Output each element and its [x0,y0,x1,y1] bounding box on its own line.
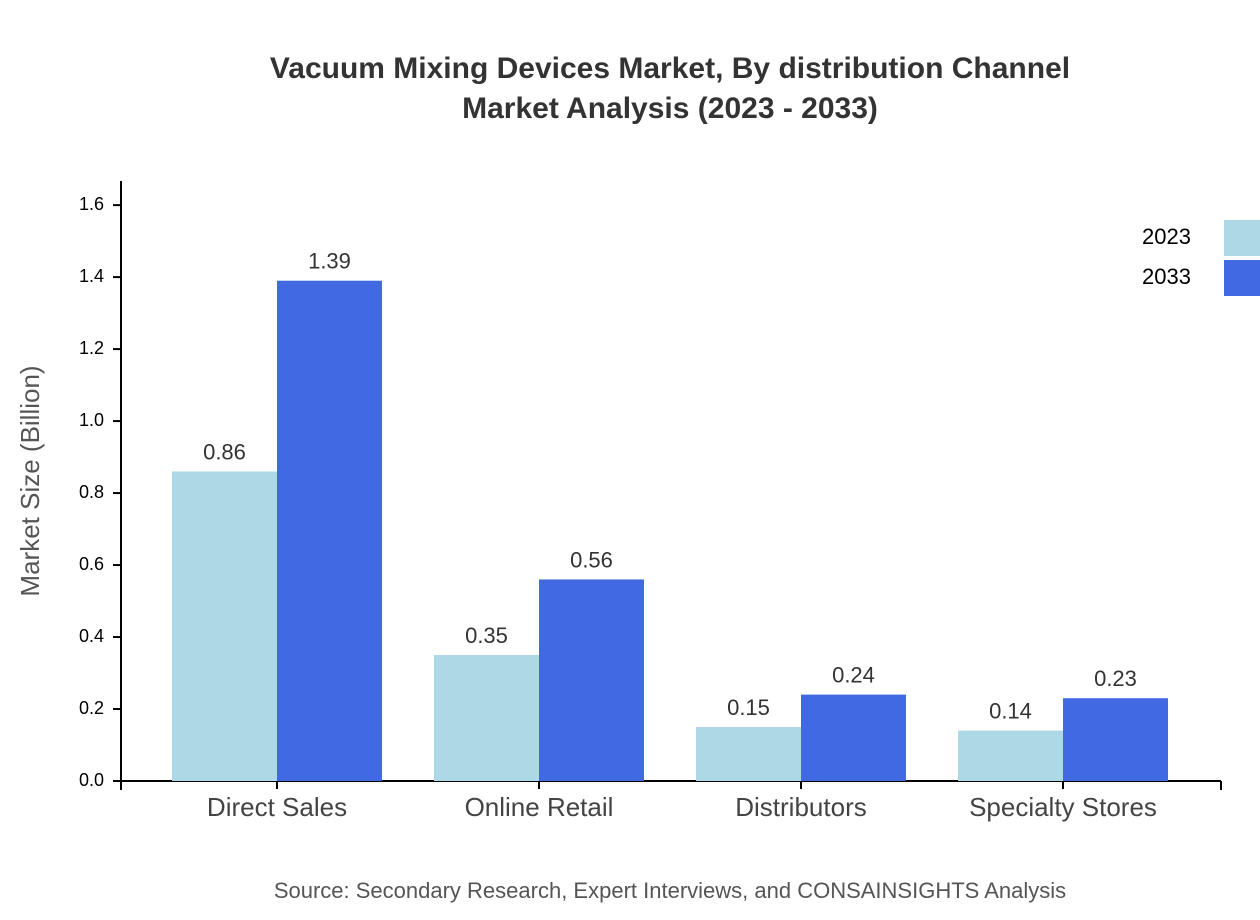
x-tick-label: Direct Sales [207,792,347,822]
y-tick-label: 1.0 [79,410,104,430]
legend-swatch [1224,260,1260,296]
value-label: 0.86 [203,439,246,464]
value-label: 0.35 [465,623,508,648]
chart-title: Market Analysis (2023 - 2033) [462,92,878,125]
bar [277,280,382,781]
y-tick-label: 0.8 [79,482,104,502]
bar [539,579,644,781]
chart-title: Vacuum Mixing Devices Market, By distrib… [270,52,1070,85]
y-tick-label: 1.2 [79,338,104,358]
x-tick-label: Distributors [735,792,866,822]
y-tick-label: 0.6 [79,554,104,574]
value-label: 0.14 [989,698,1032,723]
value-label: 0.23 [1094,666,1137,691]
value-label: 1.39 [308,249,351,274]
y-tick-label: 0.0 [79,770,104,790]
y-axis-label: Market Size (Billion) [15,365,45,596]
source-note: Source: Secondary Research, Expert Inter… [274,878,1066,903]
legend-label: 2023 [1142,224,1191,249]
bar [172,471,277,781]
legend-label: 2033 [1142,264,1191,289]
y-tick-label: 1.6 [79,194,104,214]
value-label: 0.15 [727,695,770,720]
bar [434,655,539,781]
bar [958,730,1063,781]
x-tick-label: Online Retail [465,792,614,822]
x-tick-label: Specialty Stores [969,792,1157,822]
legend-swatch [1224,220,1260,256]
y-tick-label: 0.4 [79,626,104,646]
value-label: 0.56 [570,547,613,572]
bar [696,727,801,781]
y-tick-label: 0.2 [79,698,104,718]
bar [1063,698,1168,781]
bar [801,694,906,781]
value-label: 0.24 [832,662,875,687]
y-tick-label: 1.4 [79,266,104,286]
